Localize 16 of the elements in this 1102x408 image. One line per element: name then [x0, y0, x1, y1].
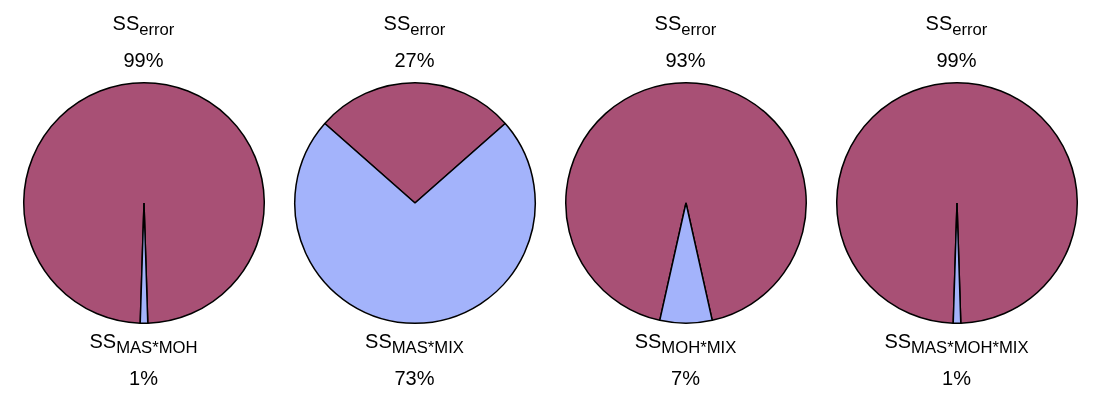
data-label: 7% [670, 366, 701, 391]
slice-label: SS$_{error}$ [925, 11, 988, 41]
slice-label: SS$_{MOH*MIX}$ [634, 329, 737, 359]
data-label: 1% [941, 366, 972, 391]
slice-label: SS$_{error}$ [654, 11, 717, 41]
slice-label: SS$_{MAS*MIX}$ [365, 329, 464, 359]
data-label: 1% [128, 366, 159, 391]
slice-label: SS$_{error}$ [112, 11, 175, 41]
slice-label: SS$_{error}$ [383, 11, 446, 41]
data-label: 99% [122, 48, 165, 73]
data-label: 99% [935, 48, 978, 73]
data-label: 27% [393, 48, 436, 73]
slice-label: SS$_{MAS*MOH}$ [89, 329, 198, 359]
slice-label: SS$_{MAS*MOH*MIX}$ [884, 329, 1029, 359]
data-label: 93% [664, 48, 707, 73]
data-label: 73% [393, 366, 436, 391]
